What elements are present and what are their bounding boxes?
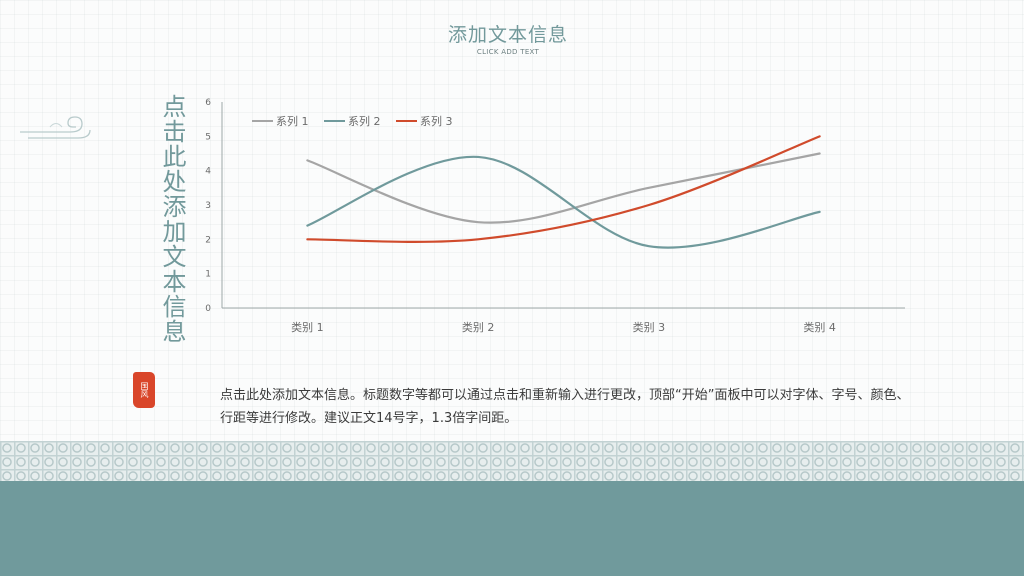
seal-stamp: 国风 <box>133 372 155 408</box>
series-line-1 <box>306 152 821 224</box>
legend-label-3: 系列 3 <box>420 114 453 128</box>
x-tick-label: 类别 3 <box>633 320 666 334</box>
slide-title: 添加文本信息 <box>447 24 568 46</box>
body-paragraph: 点击此处添加文本信息。标题数字等都可以通过点击和重新输入进行更改，顶部“开始”面… <box>220 388 910 426</box>
y-tick-label: 0 <box>205 304 211 314</box>
y-tick-label: 1 <box>205 270 211 280</box>
footer-band <box>0 481 1024 576</box>
y-tick-label: 6 <box>205 98 211 108</box>
series-line-2 <box>306 155 821 249</box>
y-tick-label: 4 <box>205 167 211 177</box>
cloud-ornament-icon <box>20 116 91 139</box>
x-tick-label: 类别 2 <box>462 320 495 334</box>
legend-label-2: 系列 2 <box>348 114 381 128</box>
y-tick-label: 3 <box>205 201 211 211</box>
x-tick-label: 类别 1 <box>291 320 324 334</box>
slide-subtitle: CLICK ADD TEXT <box>476 48 540 56</box>
legend-label-1: 系列 1 <box>276 114 309 128</box>
x-tick-label: 类别 4 <box>803 320 836 334</box>
vertical-title: 点击此处添加文本信息 <box>158 94 186 344</box>
y-tick-label: 2 <box>205 235 211 245</box>
y-tick-label: 5 <box>205 132 211 142</box>
series-line-3 <box>306 135 821 243</box>
lattice-pattern-band <box>0 441 1024 481</box>
